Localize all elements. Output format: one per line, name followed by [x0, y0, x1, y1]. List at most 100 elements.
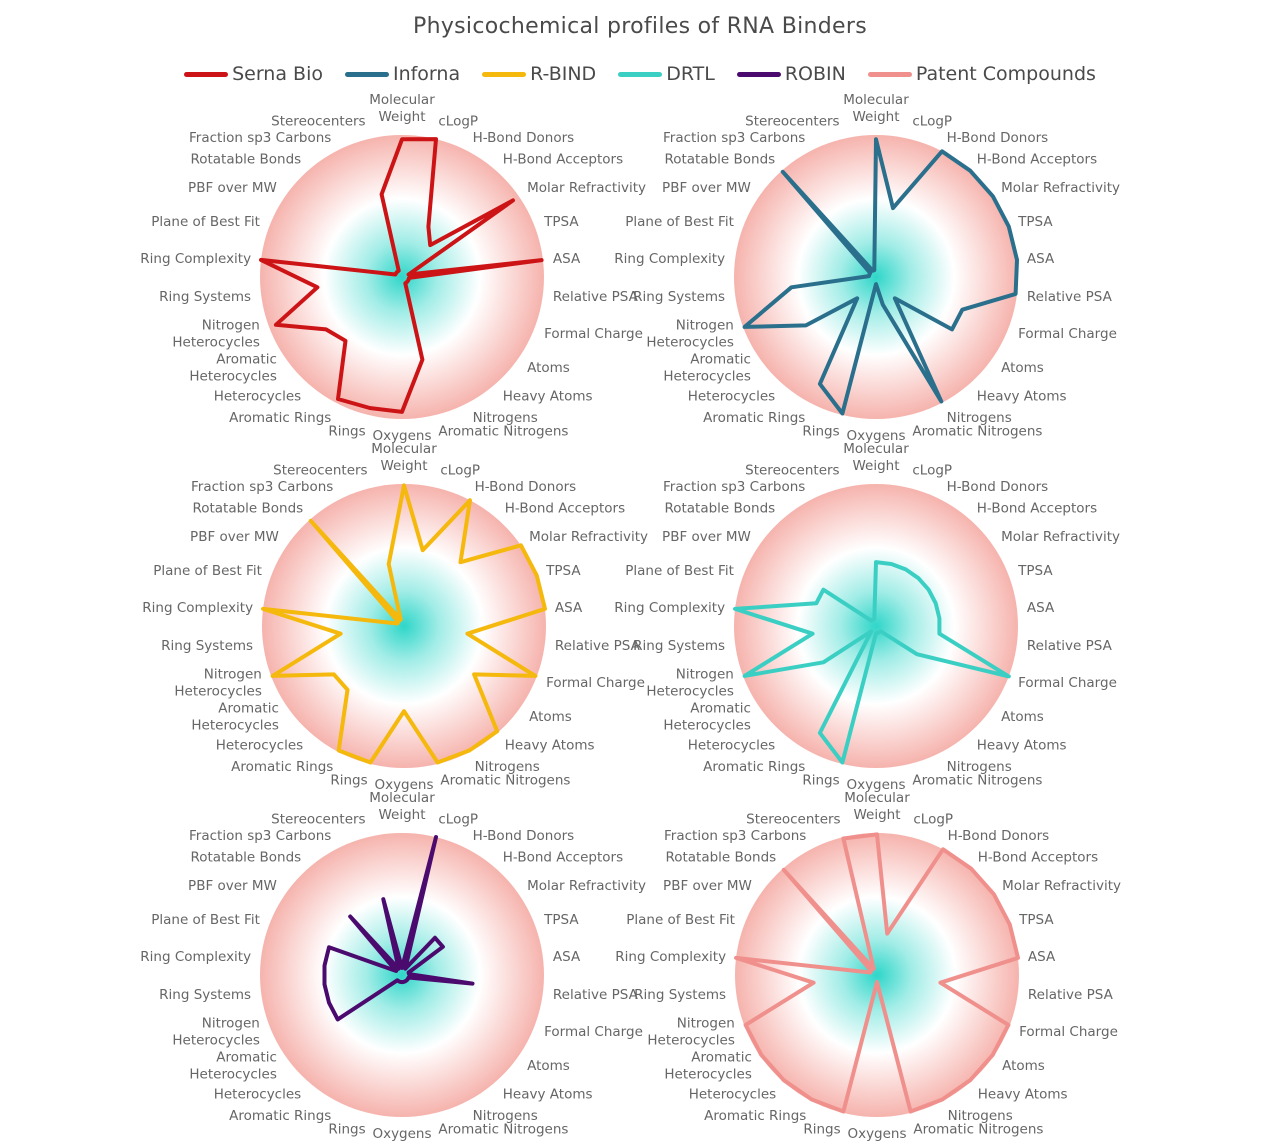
axis-label: Fraction sp3 Carbons [663, 130, 805, 146]
axis-label: Relative PSA [553, 289, 639, 305]
axis-label: Atoms [527, 360, 570, 376]
radar-center-glow [324, 897, 480, 1053]
axis-label: Plane of Best Fit [151, 214, 260, 230]
axis-label: Heterocycles [214, 1086, 302, 1102]
radar-center-glow [799, 897, 955, 1053]
axis-label: Heterocycles [214, 388, 302, 404]
axis-label: Ring Complexity [142, 600, 253, 616]
axis-label: Atoms [1001, 709, 1044, 725]
axis-label: Molecular Weight [371, 441, 437, 474]
axis-label: PBF over MW [662, 180, 751, 196]
legend-swatch [344, 71, 389, 77]
legend-item[interactable]: Serna Bio [184, 63, 323, 85]
axis-label: Nitrogens [475, 759, 540, 775]
axis-label: TPSA [1017, 563, 1053, 579]
axis-label: PBF over MW [663, 878, 752, 894]
axis-label: Molecular Weight [369, 92, 435, 125]
axis-label: Formal Charge [1019, 1024, 1118, 1040]
axis-label: Ring Systems [161, 638, 253, 654]
axis-label: Heterocycles [216, 737, 304, 753]
axis-label: ASA [1028, 949, 1056, 965]
axis-label: ASA [553, 251, 581, 267]
chart-title: Physicochemical profiles of RNA Binders [413, 14, 867, 39]
legend-item[interactable]: R-BIND [482, 63, 596, 85]
axis-label: H-Bond Donors [948, 828, 1050, 844]
axis-label: Plane of Best Fit [625, 214, 734, 230]
axis-label: TPSA [545, 563, 581, 579]
axis-label: Aromatic Rings [703, 759, 805, 775]
axis-label: Formal Charge [1018, 326, 1117, 342]
axis-label: Formal Charge [544, 326, 643, 342]
axis-label: Molar Refractivity [1002, 878, 1121, 894]
axis-label: Heavy Atoms [503, 388, 593, 404]
axis-label: Plane of Best Fit [626, 912, 735, 928]
axis-label: Molecular Weight [843, 441, 909, 474]
series-line [742, 137, 1019, 416]
axis-label: ASA [1027, 251, 1055, 267]
legend-label: Patent Compounds [915, 63, 1096, 85]
legend-label: DRTL [666, 63, 715, 85]
radar-center-glow [326, 548, 482, 704]
axis-label: H-Bond Acceptors [978, 850, 1098, 866]
axis-label: Atoms [1001, 360, 1044, 376]
series-line [259, 137, 544, 414]
axis-label: Molar Refractivity [527, 180, 646, 196]
axis-label: Stereocenters [271, 113, 365, 129]
axis-label: Aromatic Nitrogens [440, 772, 570, 788]
axis-label: H-Bond Donors [947, 130, 1049, 146]
axis-label: Relative PSA [555, 638, 641, 654]
axis-label: Rings [328, 423, 365, 439]
axis-label: Heterocycles [688, 737, 776, 753]
axis-label: Rings [802, 423, 839, 439]
radar-center-glow [324, 199, 480, 355]
axis-label: H-Bond Donors [947, 479, 1049, 495]
axis-label: H-Bond Donors [473, 130, 575, 146]
axis-label: Aromatic Rings [703, 410, 805, 426]
axis-label: PBF over MW [188, 180, 277, 196]
axis-label: Aromatic Rings [229, 410, 331, 426]
axis-label: Rings [803, 1121, 840, 1137]
axis-label: Stereocenters [273, 462, 367, 478]
axis-label: Relative PSA [1028, 987, 1114, 1003]
axis-label: H-Bond Acceptors [977, 152, 1097, 168]
axis-label: Ring Systems [159, 289, 251, 305]
legend-swatch [184, 71, 229, 77]
axis-label: Formal Charge [544, 1024, 643, 1040]
axis-label: Oxygens [846, 777, 905, 793]
legend-item[interactable]: ROBIN [736, 63, 846, 85]
legend-item[interactable]: DRTL [618, 63, 715, 85]
axis-label: Rings [802, 772, 839, 788]
axis-label: Plane of Best Fit [153, 563, 262, 579]
axis-label: Rotatable Bonds [664, 501, 775, 517]
axis-label: Molar Refractivity [1001, 180, 1120, 196]
axis-label: Heavy Atoms [503, 1086, 593, 1102]
axis-label: Molar Refractivity [529, 529, 648, 545]
axis-label: Nitrogen Heterocycles [646, 667, 734, 700]
legend-swatch [618, 71, 663, 77]
axis-label: Nitrogens [947, 759, 1012, 775]
axis-label: Oxygens [374, 777, 433, 793]
axis-label: Heterocycles [688, 388, 776, 404]
legend-item[interactable]: Patent Compounds [867, 63, 1096, 85]
axis-label: Atoms [529, 709, 572, 725]
axis-label: cLogP [912, 113, 952, 129]
axis-label: Heavy Atoms [505, 737, 595, 753]
axis-label: Stereocenters [271, 811, 365, 827]
axis-label: Plane of Best Fit [151, 912, 260, 928]
axis-label: Atoms [1002, 1058, 1045, 1074]
axis-label: TPSA [1017, 214, 1053, 230]
axis-label: Ring Systems [633, 638, 725, 654]
legend-item[interactable]: Inforna [344, 63, 460, 85]
axis-label: Nitrogen Heterocycles [172, 1016, 260, 1049]
axis-label: Rotatable Bonds [190, 850, 301, 866]
axis-label: Heavy Atoms [978, 1086, 1068, 1102]
axis-label: Stereocenters [746, 811, 840, 827]
axis-label: Relative PSA [1027, 289, 1113, 305]
axis-label: cLogP [912, 462, 952, 478]
axis-label: Ring Complexity [615, 949, 726, 965]
axis-label: Fraction sp3 Carbons [663, 479, 805, 495]
axis-label: Formal Charge [1018, 675, 1117, 691]
